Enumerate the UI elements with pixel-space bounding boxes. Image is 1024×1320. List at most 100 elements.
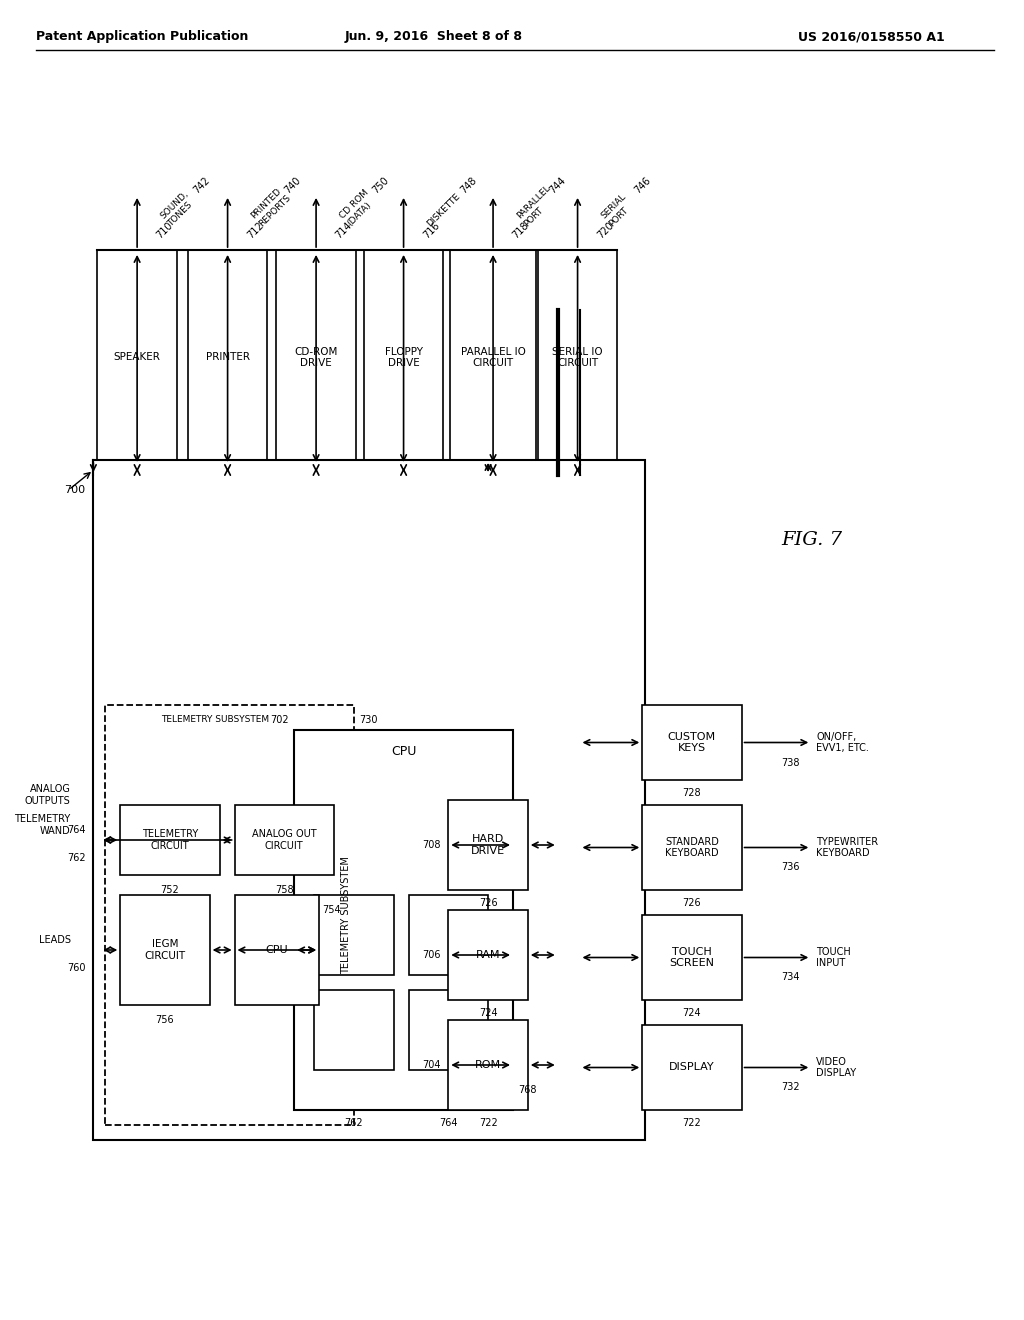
- Bar: [93, 459, 645, 1140]
- Text: TELEMETRY SUBSYSTEM: TELEMETRY SUBSYSTEM: [161, 715, 268, 723]
- Bar: [449, 909, 527, 1001]
- Text: 758: 758: [275, 884, 294, 895]
- Text: 762: 762: [67, 853, 85, 863]
- Text: SERIAL
PORT: SERIAL PORT: [599, 193, 635, 228]
- Text: 740: 740: [283, 174, 302, 195]
- Bar: [187, 249, 267, 465]
- Text: 736: 736: [781, 862, 800, 873]
- Bar: [120, 895, 210, 1005]
- Bar: [558, 310, 580, 890]
- Bar: [449, 1020, 527, 1110]
- Text: 714: 714: [334, 220, 354, 240]
- Text: 768: 768: [518, 1085, 537, 1096]
- Text: HARD
DRIVE: HARD DRIVE: [471, 834, 505, 855]
- Bar: [234, 895, 319, 1005]
- Bar: [97, 465, 580, 475]
- Text: 708: 708: [422, 840, 440, 850]
- Text: 746: 746: [632, 174, 652, 195]
- Text: 718: 718: [511, 220, 531, 240]
- Bar: [97, 249, 177, 465]
- Text: 752: 752: [161, 884, 179, 895]
- Text: TELEMETRY SUBSYSTEM: TELEMETRY SUBSYSTEM: [341, 857, 351, 974]
- Text: 756: 756: [156, 1015, 174, 1026]
- Bar: [642, 1026, 741, 1110]
- Text: 704: 704: [422, 1060, 440, 1071]
- Bar: [409, 990, 488, 1071]
- Text: 700: 700: [65, 484, 85, 495]
- Text: VIDEO
DISPLAY: VIDEO DISPLAY: [816, 1057, 856, 1078]
- Text: IEGM
CIRCUIT: IEGM CIRCUIT: [144, 940, 185, 961]
- Bar: [314, 990, 393, 1071]
- Text: FLOPPY
DRIVE: FLOPPY DRIVE: [385, 347, 423, 368]
- Text: ON/OFF,
EVV1, ETC.: ON/OFF, EVV1, ETC.: [816, 731, 869, 754]
- Text: LEADS: LEADS: [39, 935, 71, 945]
- Text: CD-ROM
DRIVE: CD-ROM DRIVE: [294, 347, 338, 368]
- Text: 734: 734: [781, 973, 800, 982]
- Bar: [538, 249, 617, 465]
- Text: CPU: CPU: [265, 945, 288, 954]
- Text: RAM: RAM: [476, 950, 501, 960]
- Text: Patent Application Publication: Patent Application Publication: [36, 30, 248, 44]
- Text: 764: 764: [67, 825, 85, 836]
- Text: TELEMETRY
WAND: TELEMETRY WAND: [14, 814, 71, 836]
- Text: CUSTOM
KEYS: CUSTOM KEYS: [668, 731, 716, 754]
- Text: 742: 742: [191, 174, 212, 195]
- Text: Jun. 9, 2016  Sheet 8 of 8: Jun. 9, 2016 Sheet 8 of 8: [344, 30, 522, 44]
- Text: 732: 732: [781, 1082, 800, 1093]
- Text: SPEAKER: SPEAKER: [114, 352, 161, 363]
- Text: CPU: CPU: [391, 744, 417, 758]
- Text: 730: 730: [358, 715, 377, 725]
- Text: PARALLEL IO
CIRCUIT: PARALLEL IO CIRCUIT: [461, 347, 525, 368]
- Text: 728: 728: [683, 788, 701, 799]
- Text: DISKETTE: DISKETTE: [425, 191, 462, 228]
- Text: PRINTED
REPORTS: PRINTED REPORTS: [250, 185, 292, 228]
- Text: 702: 702: [270, 715, 289, 725]
- Bar: [642, 805, 741, 890]
- Text: 760: 760: [67, 964, 85, 973]
- Text: INTERNAL
BUS: INTERNAL BUS: [559, 574, 579, 626]
- Text: ROM: ROM: [475, 1060, 501, 1071]
- Text: 720: 720: [596, 219, 615, 240]
- Text: 744: 744: [548, 174, 568, 195]
- Text: 748: 748: [459, 174, 478, 195]
- Text: 764: 764: [439, 1118, 458, 1129]
- Text: 726: 726: [683, 898, 701, 908]
- Text: TYPEWRITER
KEYBOARD: TYPEWRITER KEYBOARD: [816, 837, 879, 858]
- Bar: [276, 249, 356, 465]
- Bar: [451, 249, 536, 465]
- Bar: [314, 895, 393, 975]
- Bar: [449, 800, 527, 890]
- Text: 726: 726: [479, 898, 498, 908]
- Text: 722: 722: [478, 1118, 498, 1129]
- Text: PRINTER: PRINTER: [206, 352, 250, 363]
- Text: STANDARD
KEYBOARD: STANDARD KEYBOARD: [665, 837, 719, 858]
- Bar: [364, 249, 443, 465]
- Text: ANALOG
OUTPUTS: ANALOG OUTPUTS: [25, 784, 71, 805]
- Text: TELEMETRY
CIRCUIT: TELEMETRY CIRCUIT: [141, 829, 198, 851]
- Text: 722: 722: [683, 1118, 701, 1129]
- Text: 750: 750: [371, 174, 391, 195]
- Text: DISPLAY: DISPLAY: [669, 1063, 715, 1072]
- Bar: [105, 705, 354, 1125]
- Bar: [294, 730, 513, 1110]
- Text: CD ROM
(DATA): CD ROM (DATA): [338, 189, 378, 228]
- Text: TOUCH
SCREEN: TOUCH SCREEN: [670, 946, 715, 969]
- Text: 710: 710: [155, 220, 175, 240]
- Text: SOUND,
TONES: SOUND, TONES: [159, 189, 198, 228]
- Bar: [642, 915, 741, 1001]
- Text: FIG. 7: FIG. 7: [781, 531, 843, 549]
- Text: 724: 724: [683, 1008, 701, 1018]
- Text: 706: 706: [422, 950, 440, 960]
- Text: PARALLEL
PORT: PARALLEL PORT: [515, 183, 559, 228]
- Text: 712: 712: [246, 219, 266, 240]
- Bar: [409, 895, 488, 975]
- Text: 716: 716: [422, 220, 441, 240]
- Text: TOUCH
INPUT: TOUCH INPUT: [816, 946, 851, 969]
- Text: 754: 754: [323, 906, 341, 915]
- Text: SERIAL IO
CIRCUIT: SERIAL IO CIRCUIT: [552, 347, 603, 368]
- Bar: [120, 805, 219, 875]
- Text: 738: 738: [781, 758, 800, 767]
- Bar: [234, 805, 334, 875]
- Bar: [642, 705, 741, 780]
- Text: US 2016/0158550 A1: US 2016/0158550 A1: [798, 30, 944, 44]
